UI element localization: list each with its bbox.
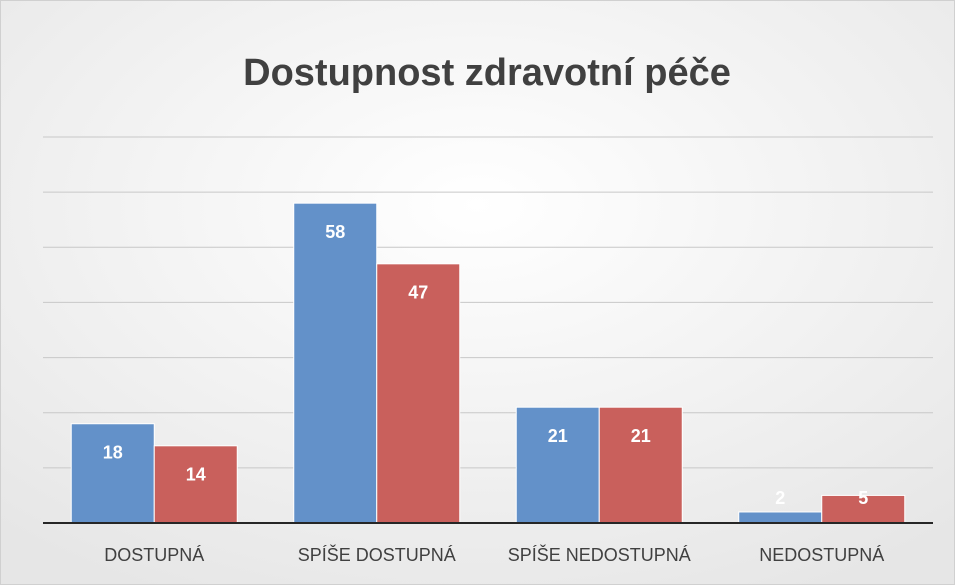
data-label: 21 (631, 426, 651, 446)
bar (376, 263, 461, 524)
data-label: 58 (325, 222, 345, 242)
bar (293, 202, 378, 524)
x-tick-label: NEDOSTUPNÁ (759, 545, 884, 565)
x-tick-label: SPÍŠE DOSTUPNÁ (298, 544, 456, 565)
x-tick-label: SPÍŠE NEDOSTUPNÁ (508, 544, 691, 565)
bar (738, 511, 823, 524)
x-tick-label: DOSTUPNÁ (104, 545, 204, 565)
data-label: 5 (858, 488, 868, 508)
bar (153, 445, 238, 524)
bar (821, 494, 906, 524)
data-label: 18 (103, 442, 123, 462)
bar (515, 406, 600, 524)
chart-title: Dostupnost zdravotní péče (243, 52, 731, 94)
bar (598, 406, 683, 524)
data-label: 2 (775, 488, 785, 508)
data-label: 14 (186, 465, 206, 485)
data-label: 47 (408, 283, 428, 303)
data-label: 21 (548, 426, 568, 446)
bar (70, 423, 155, 524)
